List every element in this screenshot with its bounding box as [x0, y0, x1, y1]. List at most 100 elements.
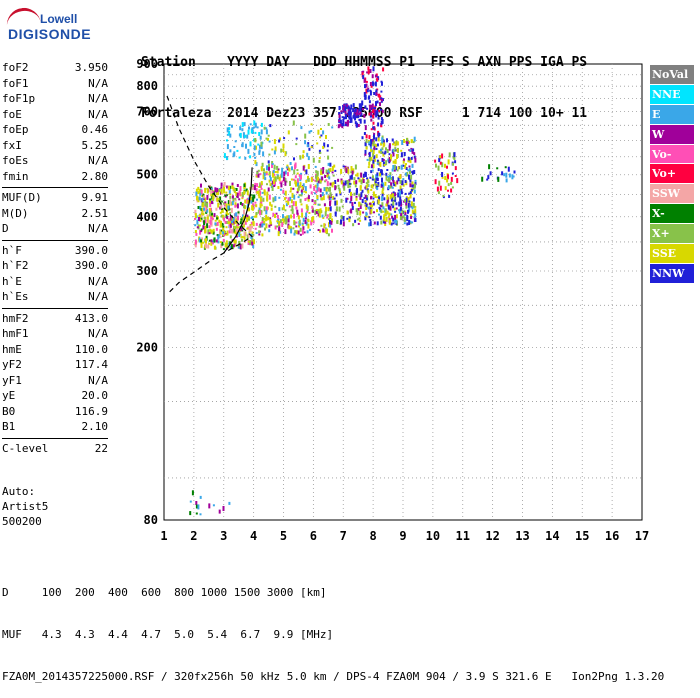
- echo-point: [414, 157, 417, 163]
- echo-point: [393, 207, 396, 211]
- echo-point: [402, 178, 405, 181]
- echo-point: [312, 220, 315, 224]
- echo-point: [377, 168, 380, 172]
- param-name: M(D): [2, 206, 29, 220]
- param-value: 0.46: [81, 123, 109, 136]
- echo-point: [322, 217, 325, 219]
- echo-point: [311, 205, 314, 209]
- echo-point: [386, 169, 389, 171]
- echo-point: [370, 148, 373, 152]
- echo-point: [360, 192, 363, 198]
- echo-point: [231, 217, 234, 221]
- echo-point: [400, 191, 403, 195]
- echo-point: [399, 206, 402, 211]
- param-name: foF1p: [2, 92, 36, 105]
- echo-point: [230, 201, 233, 206]
- echo-point: [333, 197, 336, 200]
- echo-point: [204, 206, 207, 212]
- echo-point: [330, 220, 333, 225]
- echo-point: [387, 158, 390, 162]
- param-value: 413.0: [74, 311, 108, 325]
- echo-point: [200, 217, 203, 221]
- echo-point: [243, 235, 246, 240]
- echo-point: [382, 142, 385, 148]
- echo-point: [447, 159, 450, 165]
- echo-point: [210, 239, 213, 243]
- echo-point: [374, 105, 377, 109]
- echo-point: [261, 220, 264, 226]
- echo-point: [412, 148, 415, 152]
- echo-point: [349, 113, 352, 119]
- echo-point: [401, 180, 404, 186]
- echo-point: [348, 116, 351, 120]
- echo-point: [368, 216, 371, 219]
- echo-point: [209, 189, 212, 195]
- echo-point: [209, 212, 212, 217]
- echo-point: [382, 210, 385, 213]
- echo-point: [219, 206, 222, 210]
- echo-point: [372, 201, 375, 206]
- echo-point: [290, 228, 293, 234]
- echo-point: [412, 202, 415, 208]
- echo-point: [297, 185, 300, 191]
- echo-point: [346, 104, 349, 108]
- echo-point: [313, 201, 316, 204]
- echo-point: [254, 160, 257, 165]
- echo-point: [281, 167, 284, 173]
- echo-point: [288, 205, 291, 208]
- echo-point: [391, 168, 394, 172]
- echo-point: [370, 118, 373, 122]
- echo-point: [263, 206, 266, 212]
- echo-point: [245, 188, 248, 192]
- echo-point: [315, 170, 318, 174]
- echo-point: [331, 182, 334, 188]
- echo-point: [270, 223, 273, 226]
- echo-point: [381, 98, 383, 102]
- echo-point: [309, 228, 311, 231]
- echo-point: [279, 219, 282, 224]
- echo-point: [348, 216, 351, 219]
- echo-point: [364, 105, 367, 109]
- echo-point: [408, 149, 411, 152]
- echo-point: [371, 81, 374, 87]
- echo-point: [231, 228, 234, 234]
- echo-point: [377, 136, 380, 142]
- echo-point: [253, 138, 255, 142]
- echo-point: [268, 140, 271, 143]
- echo-point: [269, 217, 272, 221]
- echo-point: [404, 164, 407, 169]
- echo-point: [381, 81, 383, 86]
- echo-point: [229, 215, 232, 221]
- echo-point: [359, 111, 362, 115]
- echo-point: [339, 119, 342, 124]
- echo-point: [250, 217, 253, 219]
- echo-point: [302, 165, 305, 171]
- echo-point: [303, 190, 306, 193]
- echo-point: [268, 179, 271, 183]
- echo-point: [383, 197, 386, 201]
- echo-point: [214, 222, 217, 226]
- echo-point: [310, 146, 313, 149]
- echo-point: [371, 178, 374, 181]
- echo-point: [296, 178, 299, 184]
- echo-point: [456, 178, 459, 184]
- echo-point: [376, 187, 379, 191]
- param-value: 116.9: [74, 404, 108, 418]
- echo-point: [255, 145, 257, 150]
- echo-point: [219, 196, 222, 202]
- echo-point: [277, 168, 280, 171]
- echo-point: [276, 166, 279, 169]
- echo-point: [240, 227, 243, 232]
- echo-point: [231, 186, 234, 189]
- echo-point: [372, 109, 375, 114]
- echo-point: [210, 216, 213, 221]
- echo-point: [297, 215, 300, 220]
- echo-point: [369, 69, 372, 73]
- echo-point: [265, 206, 268, 212]
- echo-point: [300, 208, 303, 213]
- echo-point: [368, 95, 371, 100]
- echo-point: [195, 188, 198, 192]
- echo-point: [345, 197, 348, 203]
- echo-point: [307, 196, 310, 202]
- echo-point: [210, 207, 212, 211]
